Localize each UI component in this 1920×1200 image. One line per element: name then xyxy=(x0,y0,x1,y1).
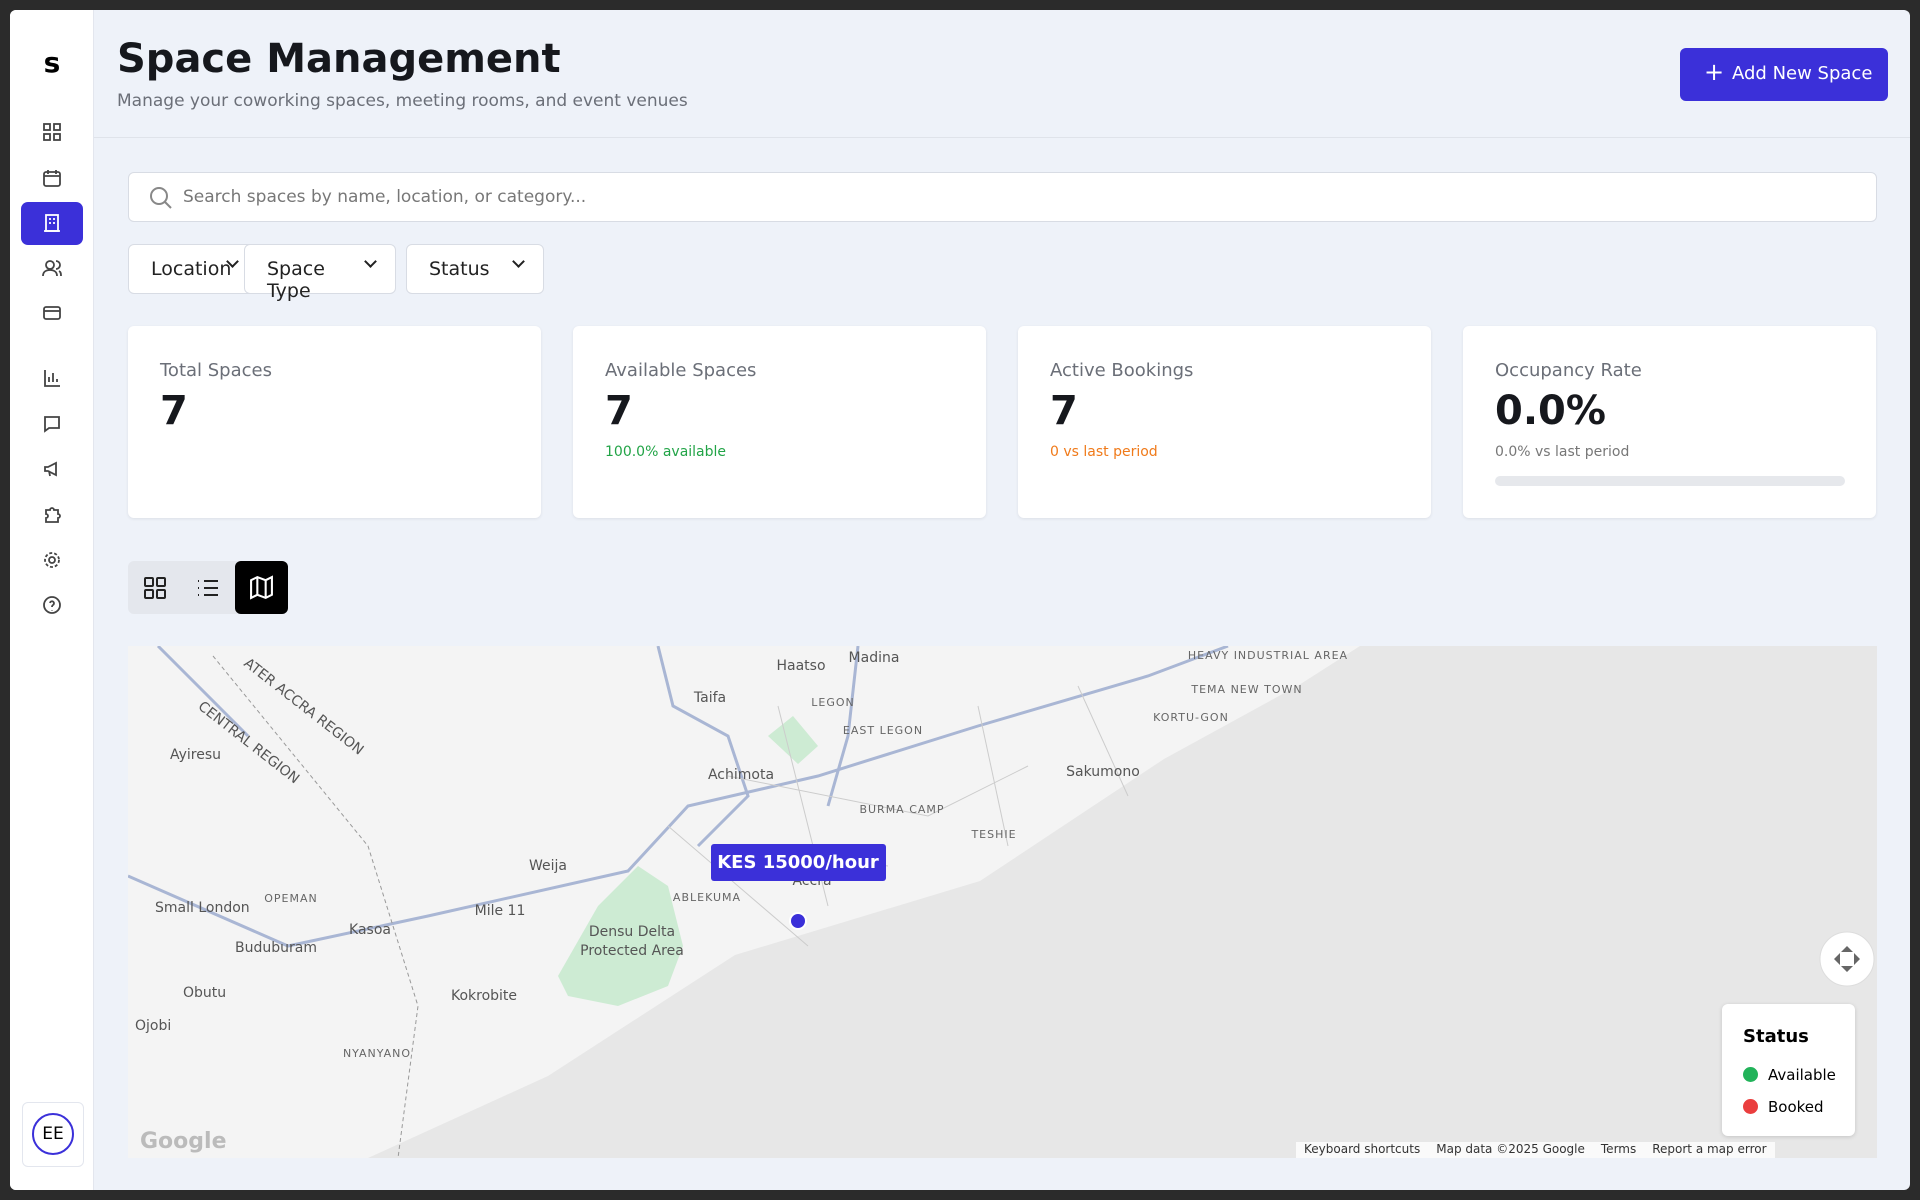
map-view[interactable] xyxy=(235,561,288,614)
map-label: EAST LEGON xyxy=(843,724,923,737)
list-view[interactable] xyxy=(196,576,220,600)
map-label: KORTU-GON xyxy=(1153,711,1229,724)
map-label: Achimota xyxy=(708,767,774,783)
map-icon xyxy=(249,575,274,600)
legend-swatch xyxy=(1743,1067,1758,1082)
legend-title: Status xyxy=(1743,1026,1809,1047)
filter-label: Status xyxy=(429,258,490,280)
map-label: Ojobi xyxy=(135,1018,171,1034)
map-label: Kokrobite xyxy=(451,988,517,1004)
map-footer-item[interactable]: Report a map error xyxy=(1652,1142,1766,1158)
map-label: Densu Delta xyxy=(589,924,675,940)
legend-item: Available xyxy=(1743,1066,1836,1084)
map-logo: Google xyxy=(140,1129,227,1154)
stat-label: Active Bookings xyxy=(1050,360,1193,381)
stat-label: Total Spaces xyxy=(160,360,272,381)
map-label: ABLEKUMA xyxy=(673,891,741,904)
nav-integrations[interactable] xyxy=(42,504,62,524)
map-label: Weija xyxy=(529,858,567,874)
map[interactable]: Haatso Madina Taifa LEGON EAST LEGON Achimota… xyxy=(128,646,1877,1158)
nav-spaces[interactable] xyxy=(42,213,62,233)
legend-label: Available xyxy=(1768,1066,1836,1084)
filter[interactable]: Status xyxy=(406,244,544,294)
header: Space Management Manage your coworking s… xyxy=(94,10,1910,138)
view-toggle xyxy=(128,561,288,614)
stat-label: Available Spaces xyxy=(605,360,756,381)
map-label: HEAVY INDUSTRIAL AREA xyxy=(1188,649,1348,662)
filter-label: Space Type xyxy=(267,258,325,302)
legend-item: Booked xyxy=(1743,1098,1824,1116)
nav-analytics[interactable] xyxy=(42,368,62,388)
add-button[interactable]: + Add New Space xyxy=(1680,48,1888,101)
stat-card: Available Spaces 7 100.0% available xyxy=(573,326,986,518)
nav-help[interactable] xyxy=(42,595,62,615)
map-label: Haatso xyxy=(776,658,825,674)
stat-note: 100.0% available xyxy=(605,444,726,460)
map-label: TESHIE xyxy=(970,828,1016,841)
stat-card: Total Spaces 7 xyxy=(128,326,541,518)
map-label: OPEMAN xyxy=(264,892,318,905)
marker-label: KES 15000/hour xyxy=(717,852,879,873)
map-footer-item[interactable]: Terms xyxy=(1601,1142,1636,1158)
nav-marketing[interactable] xyxy=(42,459,62,479)
map-footer: Keyboard shortcuts Map data ©2025 Google T… xyxy=(1296,1142,1775,1158)
stat-value: 7 xyxy=(1050,388,1078,434)
nav-users[interactable] xyxy=(42,258,62,278)
map-label: Ayiresu xyxy=(170,747,221,763)
filter[interactable]: Location xyxy=(128,244,258,294)
stat-card: Occupancy Rate 0.0% 0.0% vs last period xyxy=(1463,326,1876,518)
nav-dashboard[interactable] xyxy=(42,122,62,142)
stat-note: 0 vs last period xyxy=(1050,444,1158,460)
plus-icon: + xyxy=(1704,58,1724,86)
nav-billing[interactable] xyxy=(42,303,62,323)
map-footer-item[interactable]: Map data ©2025 Google xyxy=(1436,1142,1585,1158)
map-label: Obutu xyxy=(183,985,226,1001)
grid-view[interactable] xyxy=(143,576,167,600)
nav-messages[interactable] xyxy=(42,414,62,434)
stat-label: Occupancy Rate xyxy=(1495,360,1642,381)
marker-dot xyxy=(790,913,806,929)
map-label: Small London xyxy=(155,900,250,916)
map-label: Kasoa xyxy=(349,922,391,938)
map-footer-item[interactable]: Keyboard shortcuts xyxy=(1304,1142,1420,1158)
map-label: TEMA NEW TOWN xyxy=(1190,683,1302,696)
map-label: Madina xyxy=(849,650,900,666)
map-label: Protected Area xyxy=(580,943,684,959)
map-label: BURMA CAMP xyxy=(859,803,944,816)
chevron xyxy=(364,255,377,268)
page-subtitle: Manage your coworking spaces, meeting ro… xyxy=(117,91,688,111)
map-label: Mile 11 xyxy=(475,903,526,919)
logo: s xyxy=(10,46,94,79)
filter[interactable]: Space Type xyxy=(244,244,396,294)
stat-value: 7 xyxy=(160,388,188,434)
legend-label: Booked xyxy=(1768,1098,1824,1116)
avatar-box[interactable]: EE xyxy=(22,1102,84,1167)
map-legend: Status Available Booked xyxy=(1722,1004,1855,1136)
progress-bar xyxy=(1495,476,1845,486)
map-label: LEGON xyxy=(811,696,855,709)
map-fullscreen[interactable] xyxy=(1820,932,1874,986)
map-label: Sakumono xyxy=(1066,764,1140,780)
stat-value: 7 xyxy=(605,388,633,434)
stat-note: 0.0% vs last period xyxy=(1495,444,1629,460)
search-placeholder: Search spaces by name, location, or cate… xyxy=(183,187,586,207)
stat-value: 0.0% xyxy=(1495,388,1606,434)
search-box[interactable]: Search spaces by name, location, or cate… xyxy=(128,172,1877,222)
chevron xyxy=(512,255,525,268)
map-label: NYANYANO xyxy=(343,1047,411,1060)
map-label: Buduburam xyxy=(235,940,317,956)
app: s EE Space Management Manage your cowork… xyxy=(10,10,1910,1190)
nav-settings[interactable] xyxy=(42,550,62,570)
stat-card: Active Bookings 7 0 vs last period xyxy=(1018,326,1431,518)
sidebar: s EE xyxy=(10,10,94,1190)
search-icon xyxy=(149,186,173,210)
map-label: Taifa xyxy=(693,690,726,706)
page-title: Space Management xyxy=(117,36,561,82)
add-button-label: Add New Space xyxy=(1732,63,1872,84)
filter-label: Location xyxy=(151,258,231,280)
legend-swatch xyxy=(1743,1099,1758,1114)
avatar: EE xyxy=(32,1113,74,1155)
nav-calendar[interactable] xyxy=(42,168,62,188)
